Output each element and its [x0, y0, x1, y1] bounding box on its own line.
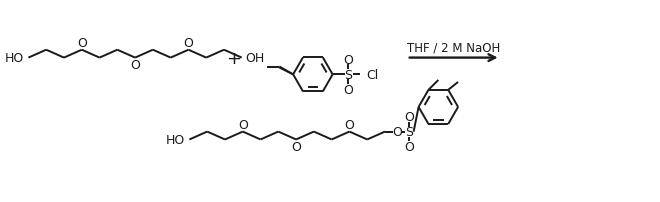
- Text: O: O: [238, 119, 248, 132]
- Text: THF / 2 M NaOH: THF / 2 M NaOH: [407, 41, 500, 54]
- Text: HO: HO: [166, 133, 185, 146]
- Text: Cl: Cl: [366, 68, 378, 81]
- Text: O: O: [77, 37, 86, 50]
- Text: HO: HO: [5, 52, 24, 65]
- Text: O: O: [392, 125, 402, 138]
- Text: O: O: [345, 119, 354, 132]
- Text: O: O: [130, 59, 140, 72]
- Text: O: O: [183, 37, 193, 50]
- Text: O: O: [291, 140, 301, 153]
- Text: +: +: [226, 49, 242, 67]
- Text: O: O: [343, 83, 353, 96]
- Text: S: S: [345, 68, 352, 81]
- Text: S: S: [405, 125, 412, 138]
- Text: O: O: [343, 54, 353, 67]
- Text: O: O: [404, 140, 414, 153]
- Text: O: O: [404, 111, 414, 124]
- Text: OH: OH: [246, 52, 265, 65]
